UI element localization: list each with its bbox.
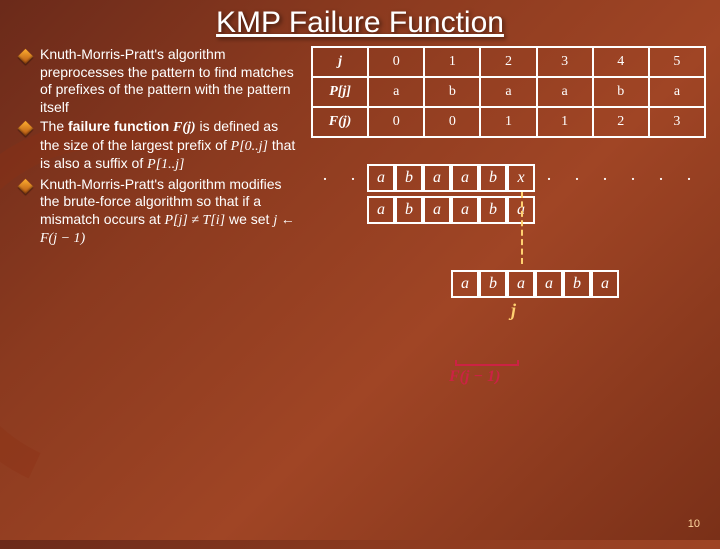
pattern-strip-2: abaaba (451, 270, 706, 298)
bullet-icon (18, 178, 34, 194)
pattern-cell: b (479, 270, 507, 298)
dot-cell: . (647, 164, 675, 192)
table-header-row: j012345 (312, 47, 705, 77)
pattern-cell: a (451, 164, 479, 192)
dot-cell: . (619, 164, 647, 192)
pattern-cell: a (535, 270, 563, 298)
pattern-cell: a (367, 164, 395, 192)
pattern-cell: a (451, 270, 479, 298)
table-row: P[j]abaaba (312, 77, 705, 107)
table-header-cell: 1 (424, 47, 480, 77)
pattern-cell: a (507, 270, 535, 298)
pattern-cell: b (479, 196, 507, 224)
table-cell: a (649, 77, 705, 107)
pattern-cell: x (507, 164, 535, 192)
slide-number: 10 (688, 518, 700, 530)
pattern-cell: b (395, 196, 423, 224)
table-header-cell: 0 (368, 47, 424, 77)
bullet-text-span: P[0..j] (231, 139, 268, 154)
slide-content: Knuth-Morris-Pratt's algorithm preproces… (0, 40, 720, 348)
pattern-cell: a (367, 196, 395, 224)
bullet-text-span: we set (225, 211, 273, 227)
bullet-text-span: P[1..j] (147, 157, 184, 172)
dot-cell: . (563, 164, 591, 192)
dashed-guide-line (521, 192, 523, 264)
bullet-text-span: failure function (68, 118, 173, 134)
table-cell: 1 (480, 107, 536, 137)
bullet-text-span: The (40, 118, 68, 134)
bullet-text-span: F(j) (173, 120, 196, 135)
table-row-label: P[j] (312, 77, 368, 107)
bullet-text-span: Knuth-Morris-Pratt's algorithm preproces… (40, 46, 294, 115)
table-cell: a (368, 77, 424, 107)
bullet-item: Knuth-Morris-Pratt's algorithm modifies … (20, 176, 301, 248)
table-cell: 3 (649, 107, 705, 137)
table-cell: a (537, 77, 593, 107)
table-row-label: F(j) (312, 107, 368, 137)
pattern-cell: a (591, 270, 619, 298)
pattern-cell: a (423, 164, 451, 192)
table-header-cell: 5 (649, 47, 705, 77)
bullet-list: Knuth-Morris-Pratt's algorithm preproces… (0, 40, 305, 348)
dot-cell: . (591, 164, 619, 192)
j-label: j (511, 300, 516, 321)
annotation-area: j F(j − 1) (311, 302, 706, 348)
failure-function-table: j012345 P[j]abaaba F(j)001123 (311, 46, 706, 138)
table-cell: 0 (424, 107, 480, 137)
table-row: F(j)001123 (312, 107, 705, 137)
table-cell: b (593, 77, 649, 107)
table-header-cell: 2 (480, 47, 536, 77)
dot-cell: . (535, 164, 563, 192)
pattern-cell: b (479, 164, 507, 192)
text-strip: ..abaabx...... (311, 164, 706, 192)
bullet-item: The failure function F(j) is defined as … (20, 118, 301, 174)
right-panel: j012345 P[j]abaaba F(j)001123 ..abaabx..… (305, 40, 720, 348)
pattern-strip-1: abaaba (367, 196, 706, 224)
dot-cell: . (311, 164, 339, 192)
table-cell: 1 (537, 107, 593, 137)
pattern-cell: b (563, 270, 591, 298)
pattern-cell: a (423, 196, 451, 224)
pattern-cell: a (451, 196, 479, 224)
dot-cell: . (339, 164, 367, 192)
bullet-icon (18, 121, 34, 137)
bullet-text-span: P[j] ≠ T[i] (164, 213, 225, 228)
table-header-cell: 4 (593, 47, 649, 77)
table-cell: a (480, 77, 536, 107)
slide-title: KMP Failure Function (0, 0, 720, 40)
table-cell: 2 (593, 107, 649, 137)
table-cell: 0 (368, 107, 424, 137)
dot-cell: . (675, 164, 703, 192)
fj-brace-line (455, 360, 519, 366)
bullet-icon (18, 49, 34, 65)
table-header-cell: 3 (537, 47, 593, 77)
table-corner-label: j (312, 47, 368, 77)
bullet-item: Knuth-Morris-Pratt's algorithm preproces… (20, 46, 301, 116)
table-cell: b (424, 77, 480, 107)
pattern-strips: ..abaabx......abaabaabaaba (311, 164, 706, 298)
pattern-cell: b (395, 164, 423, 192)
